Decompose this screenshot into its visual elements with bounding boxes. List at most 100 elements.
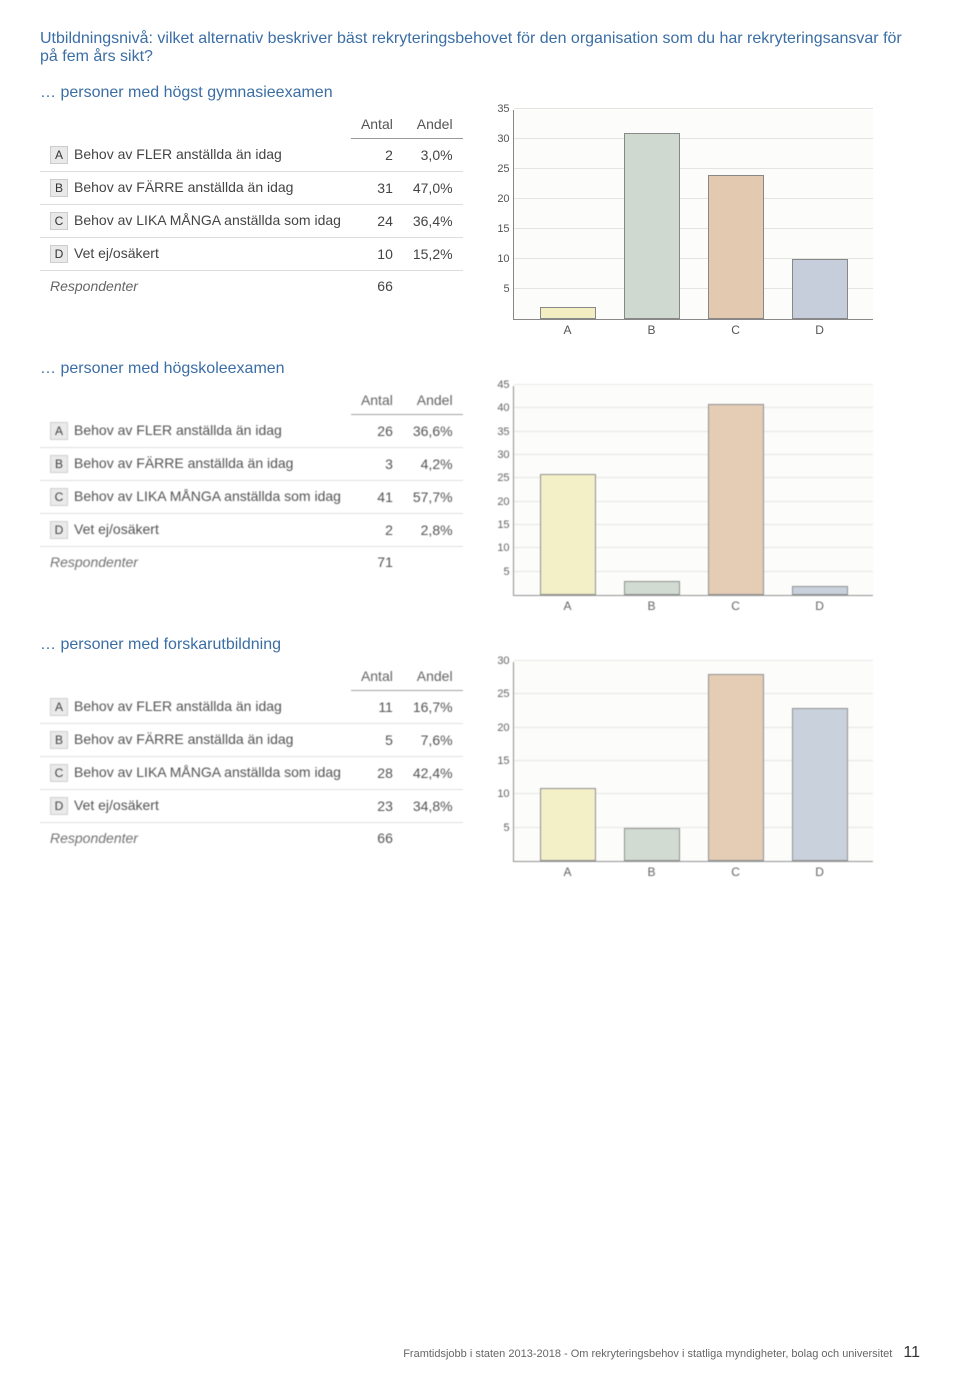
data-table: AntalAndelABehov av FLER anställda än id… bbox=[40, 386, 463, 577]
table-row: C Behov av LIKA MÅNGA anställda som idag 2… bbox=[40, 204, 463, 237]
andel-cell: 2,8% bbox=[403, 513, 463, 546]
x-axis-label: B bbox=[648, 865, 656, 879]
table-row: CBehov av LIKA MÅNGA anställda som idag4… bbox=[40, 480, 463, 513]
section-title: … personer med högskoleexamen bbox=[40, 360, 920, 378]
respondent-count: 66 bbox=[351, 822, 403, 853]
andel-cell: 7,6% bbox=[403, 723, 463, 756]
antal-cell: 28 bbox=[351, 756, 403, 789]
antal-cell: 31 bbox=[351, 171, 403, 204]
bar-B bbox=[624, 133, 680, 319]
table-header bbox=[40, 110, 351, 139]
table-row: DVet ej/osäkert2334,8% bbox=[40, 789, 463, 822]
footer-text: Framtidsjobb i staten 2013-2018 - Om rek… bbox=[403, 1348, 892, 1360]
respondent-row: Respondenter71 bbox=[40, 546, 463, 577]
gridline bbox=[514, 108, 873, 109]
y-axis-label: 25 bbox=[488, 163, 510, 175]
y-axis-label: 15 bbox=[488, 223, 510, 235]
antal-cell: 5 bbox=[351, 723, 403, 756]
antal-cell: 2 bbox=[351, 513, 403, 546]
gridline bbox=[514, 660, 873, 661]
table-row: BBehov av FÄRRE anställda än idag34,2% bbox=[40, 447, 463, 480]
antal-cell: 24 bbox=[351, 204, 403, 237]
table-row: ABehov av FLER anställda än idag1116,7% bbox=[40, 691, 463, 724]
table-header: Andel bbox=[403, 386, 463, 415]
option-label: Behov av FÄRRE anställda än idag bbox=[74, 731, 293, 747]
andel-cell: 36,4% bbox=[403, 204, 463, 237]
y-axis-label: 35 bbox=[488, 103, 510, 115]
andel-cell: 57,7% bbox=[403, 480, 463, 513]
antal-cell: 23 bbox=[351, 789, 403, 822]
option-label: Vet ej/osäkert bbox=[74, 797, 159, 813]
bar-D bbox=[792, 259, 848, 319]
option-letter: B bbox=[50, 179, 68, 197]
bar-C bbox=[708, 674, 764, 861]
table-header bbox=[40, 386, 351, 415]
y-axis-label: 30 bbox=[488, 655, 510, 667]
table-row: C Behov av LIKA MÅNGA anställda som idag 2… bbox=[40, 756, 463, 789]
andel-cell: 4,2% bbox=[403, 447, 463, 480]
x-axis-label: D bbox=[815, 323, 824, 337]
gridline bbox=[514, 168, 873, 169]
option-label: Behov av FÄRRE anställda än idag bbox=[74, 179, 293, 195]
option-label: Behov av LIKA MÅNGA anställda som idag bbox=[74, 488, 341, 504]
option-letter: D bbox=[50, 521, 68, 539]
option-letter: A bbox=[50, 698, 68, 716]
respondent-label: Respondenter bbox=[40, 822, 351, 853]
option-label: Behov av LIKA MÅNGA anställda som idag bbox=[74, 764, 341, 780]
andel-cell: 16,7% bbox=[403, 691, 463, 724]
bar-B bbox=[624, 828, 680, 861]
andel-cell: 47,0% bbox=[403, 171, 463, 204]
y-axis-label: 20 bbox=[488, 193, 510, 205]
respondent-count: 71 bbox=[351, 546, 403, 577]
x-axis-label: C bbox=[731, 323, 740, 337]
andel-cell: 34,8% bbox=[403, 789, 463, 822]
y-axis-label: 30 bbox=[488, 449, 510, 461]
gridline bbox=[514, 431, 873, 432]
table-header: Antal bbox=[351, 662, 403, 691]
option-letter: D bbox=[50, 245, 68, 263]
page-footer: Framtidsjobb i staten 2013-2018 - Om rek… bbox=[403, 1344, 920, 1362]
bar-D bbox=[792, 586, 848, 595]
bar-chart: 51015202530ABCD bbox=[483, 662, 873, 884]
y-axis-label: 25 bbox=[488, 472, 510, 484]
antal-cell: 10 bbox=[351, 237, 403, 270]
option-letter: B bbox=[50, 455, 68, 473]
bar-chart: 5101520253035ABCD bbox=[483, 110, 873, 342]
section: AntalAndelABehov av FLER anställda än id… bbox=[40, 386, 920, 618]
gridline bbox=[514, 138, 873, 139]
respondent-label: Respondenter bbox=[40, 270, 351, 301]
option-letter: C bbox=[50, 212, 68, 230]
y-axis-label: 10 bbox=[488, 253, 510, 265]
option-letter: A bbox=[50, 422, 68, 440]
bar-A bbox=[540, 788, 596, 861]
y-axis-label: 20 bbox=[488, 722, 510, 734]
x-axis-label: C bbox=[731, 599, 740, 613]
y-axis-label: 25 bbox=[488, 688, 510, 700]
table-header: Andel bbox=[403, 662, 463, 691]
x-axis-label: A bbox=[564, 599, 572, 613]
option-letter: A bbox=[50, 146, 68, 164]
gridline bbox=[514, 228, 873, 229]
y-axis-label: 15 bbox=[488, 519, 510, 531]
x-axis-label: D bbox=[815, 599, 824, 613]
table-row: BBehov av FÄRRE anställda än idag57,6% bbox=[40, 723, 463, 756]
y-axis-label: 5 bbox=[488, 283, 510, 295]
antal-cell: 11 bbox=[351, 691, 403, 724]
y-axis-label: 20 bbox=[488, 496, 510, 508]
page-heading: Utbildningsnivå: vilket alternativ beskr… bbox=[40, 30, 920, 66]
data-table: AntalAndelABehov av FLER anställda än id… bbox=[40, 110, 463, 301]
option-letter: C bbox=[50, 764, 68, 782]
option-label: Vet ej/osäkert bbox=[74, 521, 159, 537]
antal-cell: 41 bbox=[351, 480, 403, 513]
y-axis-label: 15 bbox=[488, 755, 510, 767]
y-axis-label: 45 bbox=[488, 379, 510, 391]
bar-B bbox=[624, 581, 680, 595]
data-table: AntalAndelABehov av FLER anställda än id… bbox=[40, 662, 463, 853]
respondent-label: Respondenter bbox=[40, 546, 351, 577]
option-label: Behov av LIKA MÅNGA anställda som idag bbox=[74, 212, 341, 228]
gridline bbox=[514, 407, 873, 408]
table-row: D Vet ej/osäkert 22,8% bbox=[40, 513, 463, 546]
bar-A bbox=[540, 307, 596, 319]
table-row: ABehov av FLER anställda än idag23,0% bbox=[40, 139, 463, 172]
option-label: Behov av FÄRRE anställda än idag bbox=[74, 455, 293, 471]
